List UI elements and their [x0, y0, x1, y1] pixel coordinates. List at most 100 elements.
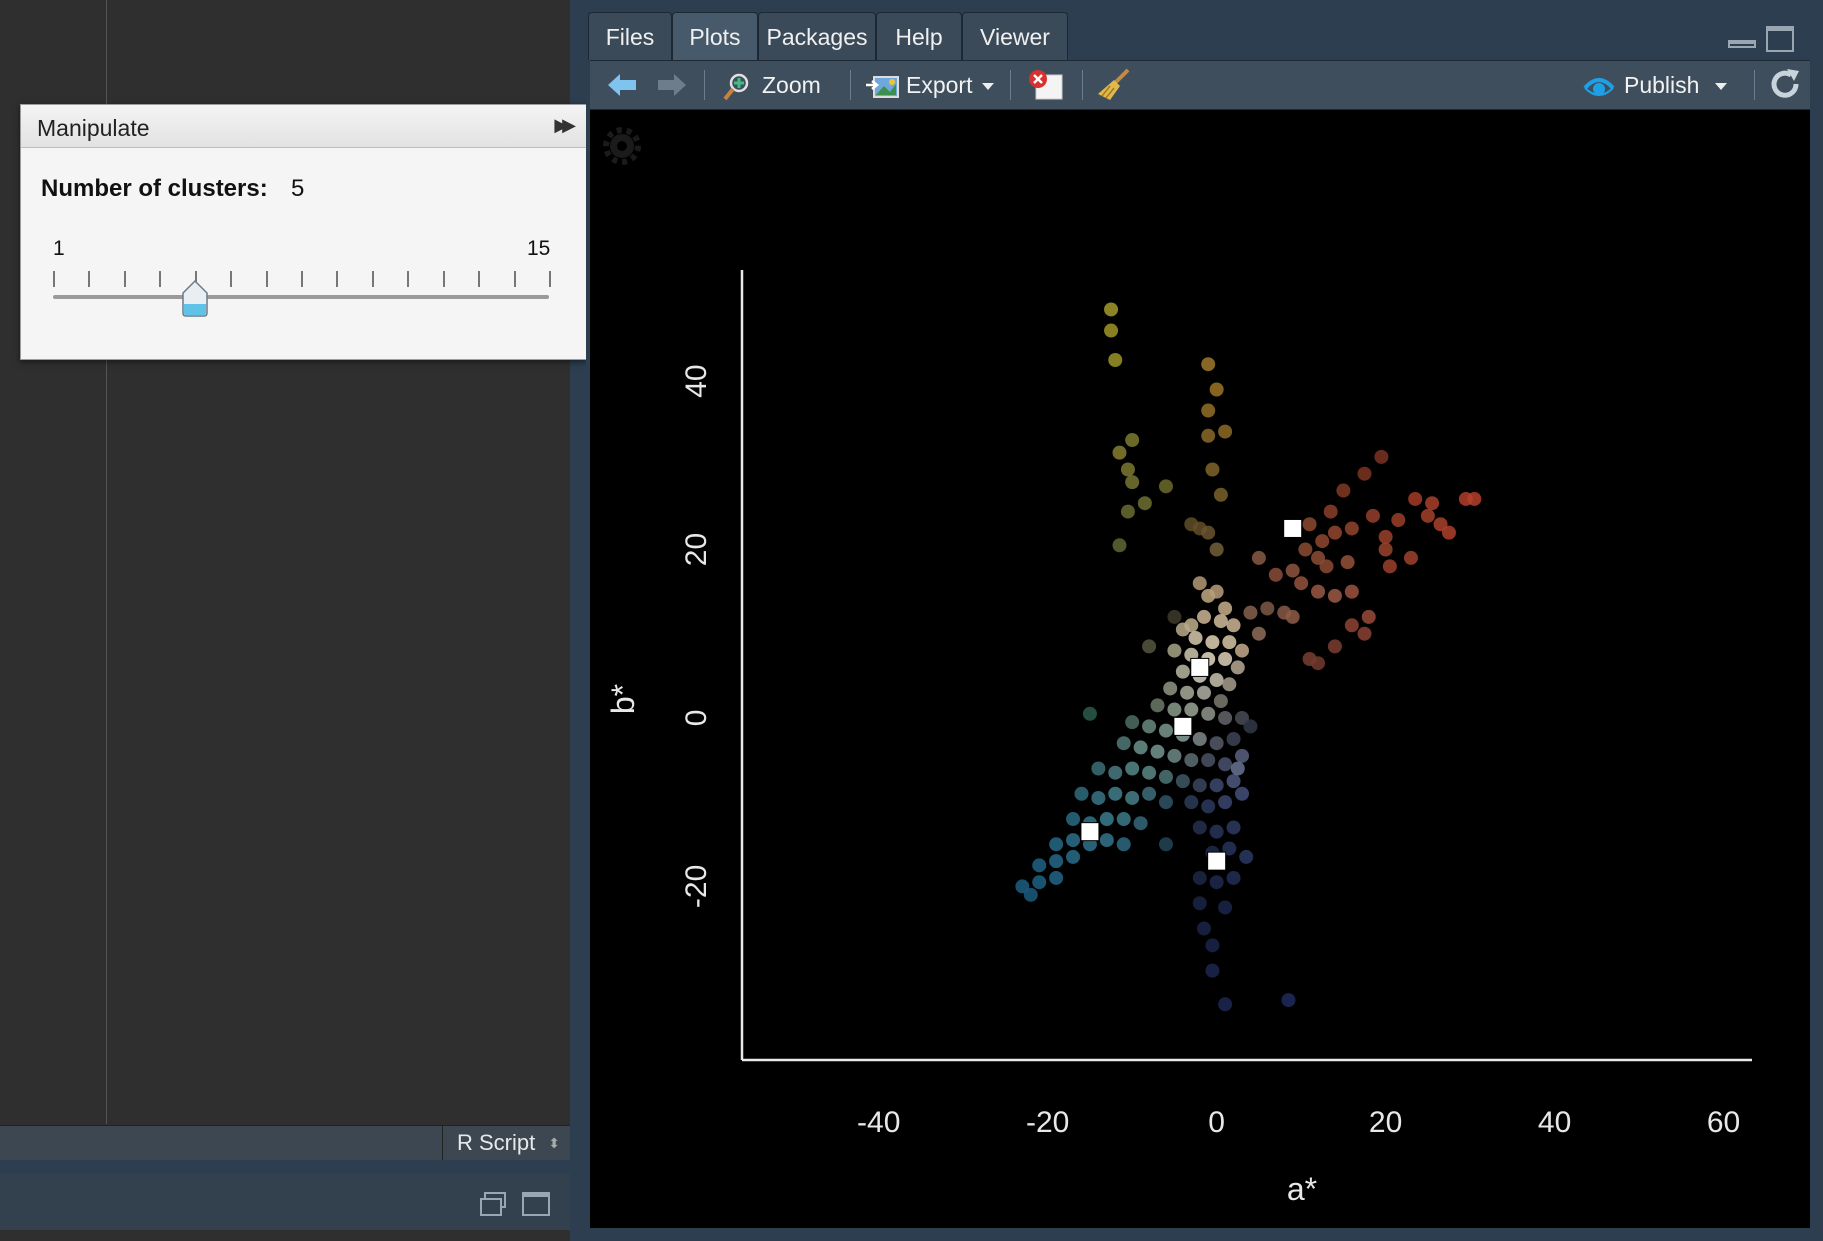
publish-dropdown-caret [1715, 83, 1728, 91]
scatter-point [1116, 812, 1131, 827]
clusters-control-label: Number of clusters: [41, 175, 268, 202]
minimize-pane-icon[interactable] [1728, 40, 1756, 48]
scatter-point [1066, 812, 1081, 827]
toolbar-separator [1754, 70, 1755, 100]
scatter-point [1226, 774, 1241, 789]
scatter-point [1125, 761, 1140, 776]
remove-plot-icon[interactable] [1026, 69, 1066, 101]
back-arrow-icon[interactable] [606, 70, 638, 100]
clusters-slider-track[interactable] [53, 295, 549, 299]
x-tick-label: 0 [1208, 1106, 1225, 1139]
publish-button[interactable]: Publish [1582, 61, 1728, 109]
cluster-centers [1080, 518, 1303, 871]
pane-separator[interactable] [0, 1160, 570, 1174]
scatter-point [1209, 778, 1224, 793]
scatter-point [1226, 820, 1241, 835]
scatter-point [1420, 508, 1435, 523]
scatter-point [1125, 433, 1140, 448]
slider-tick [407, 271, 410, 287]
tab-viewer-label: Viewer [980, 24, 1050, 50]
slider-tick [513, 271, 516, 287]
scatter-point [1125, 790, 1140, 805]
scatter-point [1382, 559, 1397, 574]
x-axis-title: a* [1287, 1171, 1317, 1207]
scatter-point [1218, 601, 1233, 616]
tab-help[interactable]: Help [876, 12, 962, 60]
collapse-panel-icon[interactable]: ▶▶ [554, 115, 576, 135]
scatter-point [1201, 753, 1216, 768]
scatter-point [1235, 643, 1249, 658]
scatter-point [1201, 428, 1216, 443]
editor-margin-line [106, 0, 107, 1124]
scatter-point [1378, 529, 1393, 544]
x-tick-label: 60 [1707, 1106, 1740, 1139]
export-button[interactable]: Export [866, 61, 995, 109]
scatter-point [1230, 660, 1245, 675]
scatter-point [1218, 424, 1233, 439]
maximize-pane-icon[interactable] [522, 1192, 550, 1216]
scatter-point [1120, 504, 1135, 519]
maximize-pane-icon[interactable] [1766, 26, 1794, 52]
cluster-center-marker [1207, 851, 1227, 871]
scatter-point [1142, 786, 1157, 801]
scatter-point [1209, 584, 1224, 599]
scatter-point [1226, 732, 1241, 747]
scatter-point [1023, 887, 1038, 902]
scatter-point [1196, 921, 1211, 936]
scatter-point [1108, 765, 1123, 780]
clear-all-plots-broom-icon[interactable] [1096, 67, 1132, 103]
refresh-icon[interactable] [1768, 67, 1804, 101]
scatter-point [1230, 761, 1245, 776]
tab-plots[interactable]: Plots [672, 12, 758, 60]
scatter-point [1192, 820, 1207, 835]
scatter-point [1142, 639, 1157, 654]
cluster-center-marker [1283, 518, 1303, 538]
data-points [1015, 302, 1482, 1012]
plot-settings-gear-icon[interactable] [603, 127, 641, 165]
forward-arrow-icon[interactable] [656, 70, 688, 100]
scatter-point [1192, 870, 1207, 885]
scatter-point [1205, 635, 1220, 650]
scatter-point [1344, 618, 1359, 633]
scatter-point [1391, 513, 1406, 528]
scatter-point [1158, 837, 1173, 852]
scatter-point [1163, 681, 1178, 696]
file-type-selector[interactable]: R Script ⬍ [442, 1126, 570, 1160]
slider-max-label: 15 [527, 237, 551, 260]
toolbar-separator [1082, 70, 1083, 100]
tab-files[interactable]: Files [588, 12, 672, 60]
toolbar-separator [704, 70, 705, 100]
scatter-point [1336, 483, 1351, 498]
restore-pane-icon[interactable] [480, 1198, 502, 1216]
scatter-point [1184, 795, 1199, 810]
scatter-point [1104, 323, 1119, 338]
zoom-button[interactable]: Zoom [722, 61, 821, 109]
scatter-point [1175, 664, 1190, 679]
scatter-point [1294, 576, 1309, 591]
scatter-point [1302, 517, 1317, 532]
export-dropdown-caret [982, 83, 995, 91]
slider-tick [88, 271, 91, 287]
scatter-point [1268, 567, 1283, 582]
scatter-point [1180, 685, 1195, 700]
manipulate-header: Manipulate ▶▶ [21, 105, 586, 148]
toolbar-separator [1010, 70, 1011, 100]
clusters-slider-thumb[interactable] [181, 279, 209, 317]
scatter-point [1251, 550, 1266, 565]
tab-viewer[interactable]: Viewer [962, 12, 1068, 60]
scatter-point [1209, 875, 1224, 890]
x-tick-label: 40 [1538, 1106, 1571, 1139]
scatter-point [1142, 719, 1157, 734]
tab-packages[interactable]: Packages [758, 12, 876, 60]
scatter-point [1408, 491, 1423, 506]
plots-pane: Files Plots Packages Help Viewer Zoom [586, 10, 1812, 1228]
scatter-point [1167, 609, 1182, 624]
scatter-point [1201, 357, 1216, 372]
scatter-point [1213, 614, 1228, 629]
slider-ticks [53, 271, 551, 289]
scatter-point [1133, 816, 1148, 831]
scatter-point [1235, 748, 1249, 763]
slider-tick [265, 271, 268, 287]
tab-packages-label: Packages [766, 24, 868, 50]
cluster-center-marker [1080, 822, 1100, 842]
